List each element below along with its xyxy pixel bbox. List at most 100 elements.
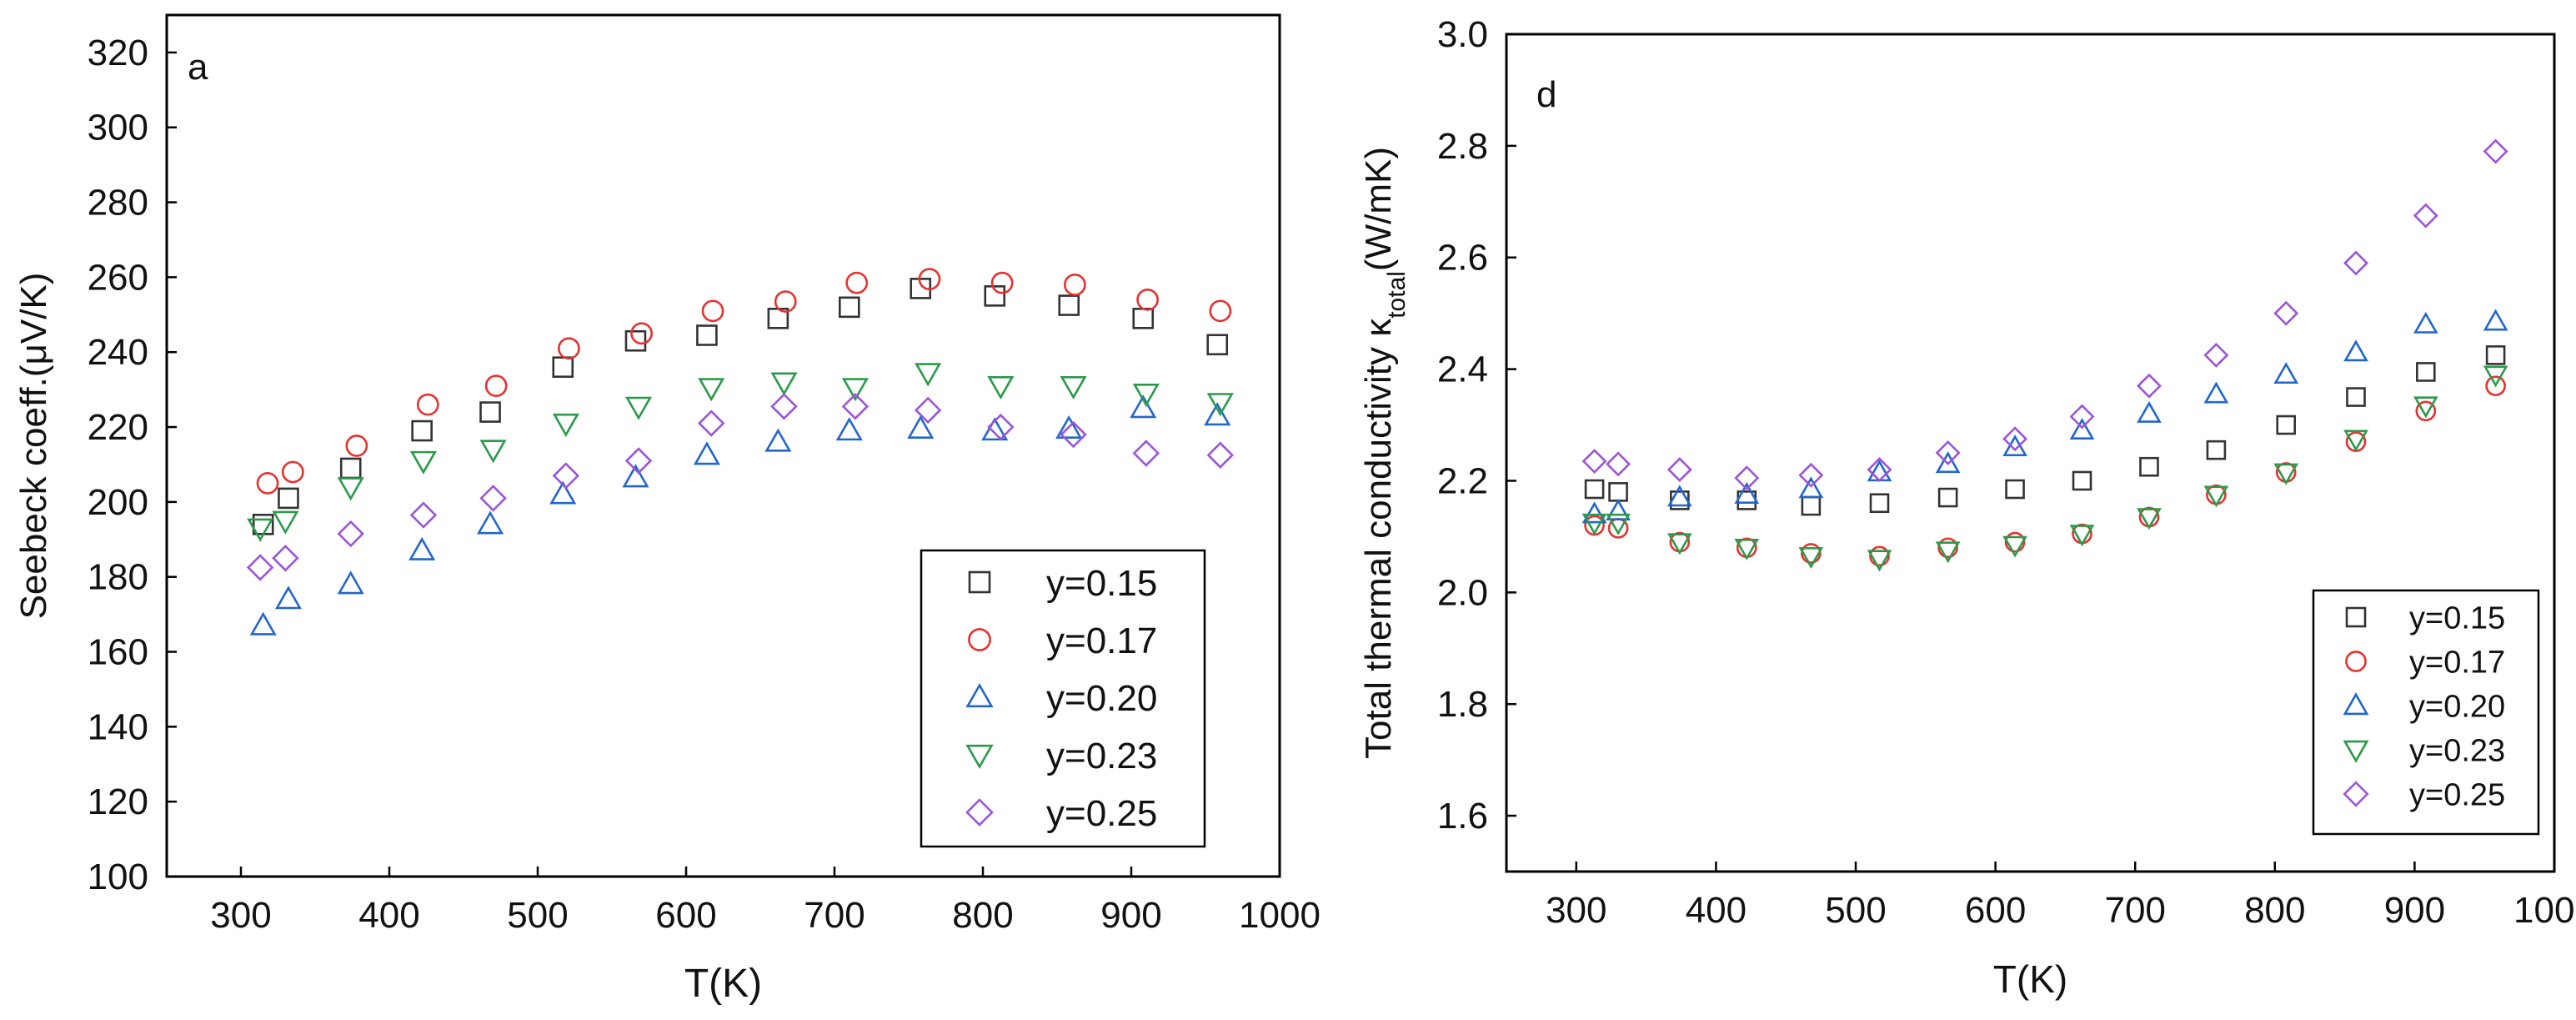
data-point	[409, 450, 437, 475]
data-point	[272, 510, 299, 535]
data-point	[1060, 420, 1087, 449]
data-point	[1937, 537, 1958, 559]
data-point	[1869, 493, 1890, 514]
data-point	[408, 536, 436, 560]
y-axis-label-subscript: total	[1383, 271, 1411, 319]
data-point	[1206, 334, 1229, 356]
data-point	[2273, 300, 2299, 326]
data-point	[409, 501, 438, 529]
y-tick-label: 2.0	[1437, 572, 1488, 613]
data-point	[2004, 531, 2026, 553]
data-point	[281, 460, 304, 484]
data-point	[2002, 435, 2027, 457]
data-point	[1801, 543, 1822, 564]
legend-label: y=0.15	[2409, 601, 2505, 636]
data-point	[2276, 415, 2297, 435]
data-point	[622, 464, 649, 488]
x-tick-label: 500	[1825, 890, 1886, 931]
data-point	[2002, 426, 2028, 452]
data-point	[246, 554, 274, 581]
y-tick-label: 1.8	[1437, 684, 1488, 725]
legend-marker	[965, 798, 994, 827]
y-tick-label: 3.0	[1437, 14, 1488, 55]
data-point	[337, 520, 364, 548]
data-point	[984, 285, 1006, 307]
data-point	[1798, 476, 1824, 499]
legend-label: y=0.23	[2409, 734, 2505, 769]
data-point	[764, 428, 792, 452]
data-point	[914, 396, 942, 425]
data-point	[987, 413, 1015, 441]
data-point	[918, 268, 941, 291]
data-point	[624, 396, 653, 420]
data-point	[698, 378, 725, 402]
data-point	[484, 374, 508, 398]
x-axis-label: T(K)	[684, 962, 762, 1006]
y-tick-label: 160	[88, 632, 148, 673]
x-tick-label: 300	[210, 895, 271, 936]
x-tick-label: 800	[2244, 890, 2305, 931]
plot-frame	[165, 13, 1281, 878]
data-point	[1055, 415, 1083, 439]
data-point	[1581, 449, 1607, 475]
legend-marker	[968, 628, 991, 651]
y-tick-label: 300	[88, 108, 148, 148]
data-point	[1869, 545, 1890, 567]
y-tick-label: 2.2	[1437, 460, 1488, 501]
y-tick-label: 1.6	[1437, 796, 1488, 837]
legend-marker	[965, 682, 994, 708]
legend-marker	[965, 744, 994, 770]
data-point	[1935, 451, 1961, 474]
data-point	[1666, 457, 1692, 483]
y-axis-label: Total thermal conductivity κtotal(W/mK)	[1358, 147, 1411, 759]
data-point	[1606, 499, 1631, 521]
legend-marker	[2343, 740, 2369, 763]
legend-marker	[2345, 606, 2367, 628]
data-point	[549, 480, 577, 505]
y-axis-label: Seebeck coeff.(μV/K)	[13, 273, 54, 620]
data-point	[1584, 479, 1605, 500]
data-point	[915, 363, 942, 387]
data-point	[2343, 339, 2368, 362]
legend-box	[920, 549, 1206, 848]
x-tick-label: 600	[655, 895, 716, 936]
x-axis-label: T(K)	[1993, 957, 2067, 1001]
legend-marker	[968, 570, 991, 594]
data-point	[2416, 362, 2436, 382]
data-point	[249, 611, 277, 636]
data-point	[624, 329, 647, 352]
data-point	[2069, 404, 2095, 430]
data-point	[2273, 362, 2299, 384]
data-point	[774, 290, 797, 313]
data-point	[1209, 299, 1232, 323]
legend-box	[2312, 589, 2540, 836]
data-point	[2136, 373, 2162, 399]
data-point	[2137, 400, 2162, 423]
data-point	[552, 413, 579, 437]
data-point	[2343, 430, 2368, 452]
legend-label: y=0.17	[2409, 646, 2505, 681]
data-point	[2413, 203, 2438, 229]
legend-label: y=0.17	[1046, 621, 1157, 661]
data-point	[1063, 273, 1086, 296]
data-point	[411, 420, 433, 442]
legend-label: y=0.15	[1046, 563, 1157, 604]
legend-label: y=0.20	[2409, 690, 2505, 725]
data-point	[1798, 462, 1824, 488]
data-point	[2005, 479, 2025, 500]
y-tick-label: 220	[88, 407, 148, 448]
panel-label: a	[188, 47, 208, 88]
data-point	[770, 372, 798, 396]
data-point	[479, 485, 507, 512]
x-tick-label: 500	[507, 895, 568, 936]
data-point	[701, 299, 724, 323]
data-point	[247, 518, 274, 542]
legend-label: y=0.20	[1046, 678, 1157, 719]
legend-marker	[2343, 781, 2369, 807]
data-point	[2346, 387, 2366, 407]
data-point	[693, 441, 720, 465]
data-point	[696, 324, 718, 346]
data-point	[1581, 501, 1607, 524]
data-point	[558, 337, 580, 360]
